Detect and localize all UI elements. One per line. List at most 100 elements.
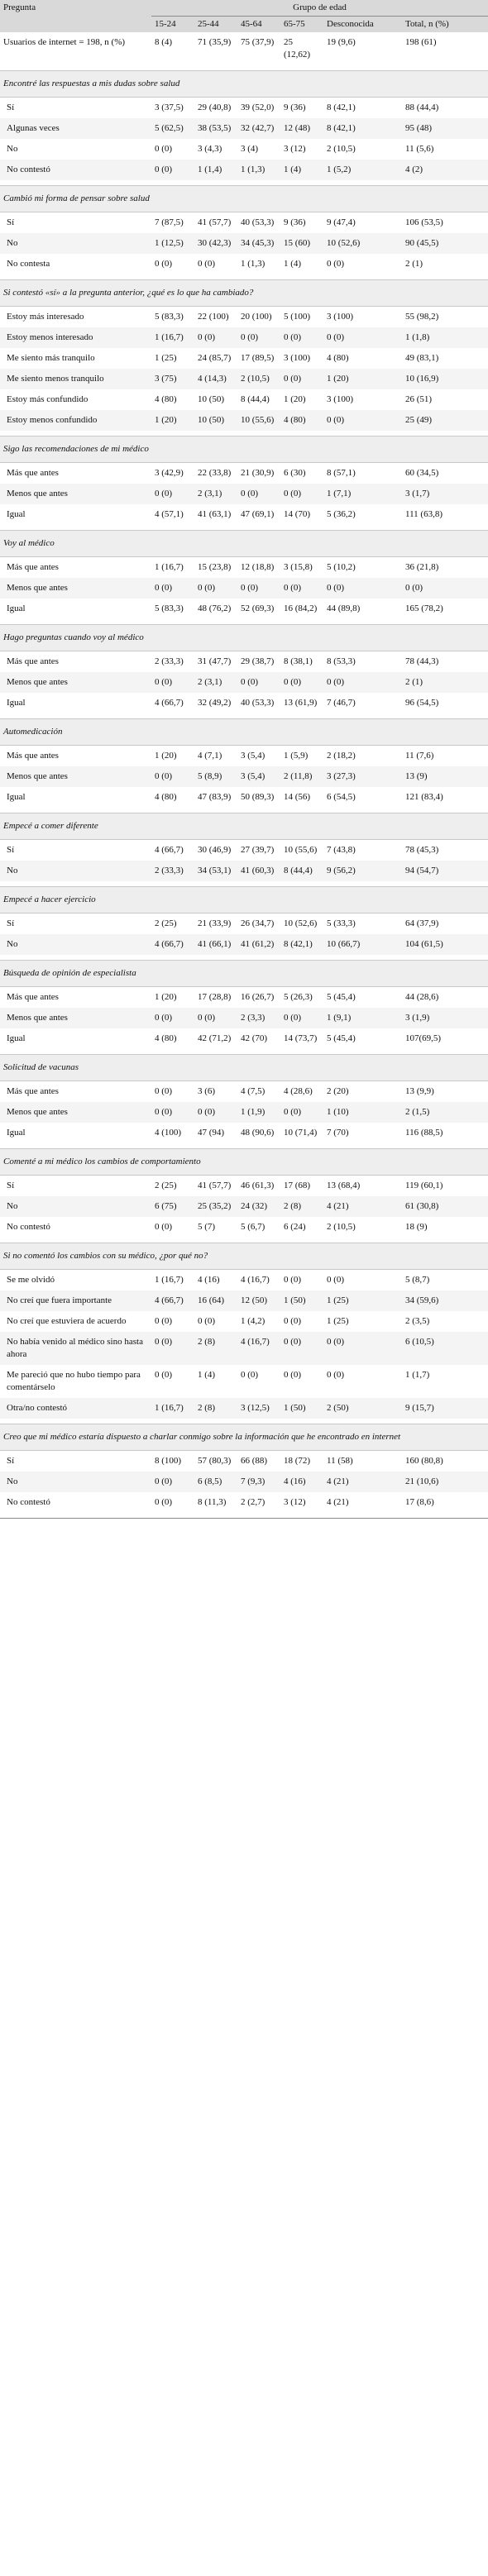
cell-unknown: 13 (68,4) (327, 1181, 361, 1190)
table-row: No 0 (0) 3 (4,3) 3 (4) 3 (12) 2 (10,5) 11 (5,6… (0, 139, 488, 160)
cell-unknown: 1 (10) (323, 1102, 402, 1123)
cell-unknown: 5 (45,4) (327, 992, 356, 1002)
cell-unknown: 11 (58) (327, 1456, 353, 1466)
cell-total: 9 (15,7) (402, 1398, 488, 1419)
cell-25-44: 0 (0) (194, 327, 237, 348)
cell-15-24: 3 (42,9) (155, 468, 184, 478)
cell-65-75: 10 (55,6) (284, 845, 318, 855)
cell-25-44: 3 (4,3) (198, 144, 222, 154)
cell-45-64: 2 (10,5) (237, 369, 280, 389)
table-row: Estoy menos interesado 1 (16,7) 0 (0) 0 (0)… (0, 327, 488, 348)
cell-15-24: 0 (0) (151, 1332, 194, 1365)
cell-unknown: 5 (45,4) (327, 1033, 356, 1043)
cell-unknown: 9 (56,2) (323, 861, 402, 881)
cell-25-44: 4 (7,1) (198, 751, 222, 761)
row-label: Usuarios de internet = 198, n (%) (3, 37, 126, 47)
cell-unknown: 1 (9,1) (323, 1008, 402, 1028)
row-label: No creí que fuera importante (0, 1290, 151, 1311)
section-title: Creo que mi médico estaría dispuesto a c… (0, 1424, 488, 1451)
cell-45-64: 10 (55,6) (237, 410, 280, 431)
table-row: Me pareció que no hubo tiempo para comen… (0, 1365, 488, 1398)
table-row: No 6 (75) 25 (35,2) 24 (32) 2 (8) 4 (21) 61 (3… (0, 1196, 488, 1217)
cell-unknown: 8 (57,1) (327, 468, 356, 478)
section-header-row: Búsqueda de opinión de especialista (0, 960, 488, 987)
cell-15-24: 4 (57,1) (155, 509, 184, 519)
col-header-45-64: 45-64 (237, 16, 280, 32)
cell-65-75: 4 (80) (280, 410, 323, 431)
cell-65-75: 12 (48) (280, 118, 323, 139)
cell-15-24: 1 (16,7) (151, 327, 194, 348)
cell-unknown: 3 (100) (327, 312, 354, 322)
table-row: Igual 4 (57,1) 41 (63,1) 47 (69,1) 14 (70) 5 … (0, 504, 488, 525)
table-bottom-rule (0, 1513, 488, 1519)
cell-45-64: 1 (4,2) (241, 1316, 266, 1326)
cell-unknown: 3 (27,3) (323, 766, 402, 787)
cell-15-24: 0 (0) (151, 160, 194, 180)
section-header-row: Comenté a mi médico los cambios de compo… (0, 1148, 488, 1176)
cell-15-24: 0 (0) (151, 1472, 194, 1492)
cell-65-75: 0 (0) (280, 327, 323, 348)
table-row: No 0 (0) 6 (8,5) 7 (9,3) 4 (16) 4 (21) 21 (10,… (0, 1472, 488, 1492)
cell-15-24: 3 (37,5) (155, 103, 184, 112)
cell-total: 2 (1) (405, 259, 423, 269)
cell-15-24: 0 (0) (151, 1008, 194, 1028)
row-label: Sí (7, 217, 15, 227)
cell-unknown: 1 (25) (327, 1316, 349, 1326)
cell-unknown: 0 (0) (327, 1370, 345, 1380)
cell-15-24: 1 (16,7) (155, 562, 184, 572)
cell-unknown: 0 (0) (323, 327, 402, 348)
row-label: No (0, 233, 151, 254)
cell-unknown: 1 (20) (323, 369, 402, 389)
cell-15-24: 4 (80) (155, 792, 177, 802)
cell-unknown: 4 (21) (323, 1196, 402, 1217)
cell-45-64: 39 (52,0) (241, 103, 275, 112)
cell-25-44: 0 (0) (194, 1102, 237, 1123)
table-row: Sí 2 (25) 41 (57,7) 46 (61,3) 17 (68) 13 (68,… (0, 1176, 488, 1197)
section-title: Si no comentó los cambios con su médico,… (0, 1243, 488, 1270)
table-row: Igual 4 (80) 42 (71,2) 42 (70) 14 (73,7) 5 (4… (0, 1028, 488, 1049)
row-label: Menos que antes (0, 484, 151, 504)
cell-25-44: 3 (6) (198, 1086, 216, 1096)
cell-45-64: 0 (0) (237, 327, 280, 348)
section-title: Cambió mi forma de pensar sobre salud (0, 185, 488, 212)
cell-45-64: 42 (70) (241, 1033, 268, 1043)
table-row: Más que antes 1 (20) 17 (28,8) 16 (26,7) 5 (… (0, 987, 488, 1009)
cell-total: 106 (53,5) (405, 217, 443, 227)
cell-15-24: 4 (66,7) (155, 845, 184, 855)
cell-15-24: 2 (33,3) (151, 861, 194, 881)
table-row: Menos que antes 0 (0) 0 (0) 0 (0) 0 (0) 0 (0)… (0, 578, 488, 599)
row-label: Se me olvidó (7, 1275, 55, 1285)
cell-45-64: 27 (39,7) (241, 845, 275, 855)
cell-45-64: 16 (26,7) (241, 992, 275, 1002)
cell-unknown: 4 (21) (327, 1497, 349, 1507)
cell-65-75: 9 (36) (284, 103, 306, 112)
cell-15-24: 0 (0) (151, 672, 194, 693)
cell-total: 25 (49) (402, 410, 488, 431)
cell-15-24: 0 (0) (151, 1102, 194, 1123)
cell-unknown: 6 (54,5) (327, 792, 356, 802)
cell-45-64: 46 (61,3) (241, 1181, 275, 1190)
row-label: Menos que antes (0, 578, 151, 599)
cell-25-44: 0 (0) (198, 259, 216, 269)
cell-total: 116 (88,5) (405, 1128, 443, 1138)
row-label: No (0, 1472, 151, 1492)
cell-25-44: 15 (23,8) (198, 562, 232, 572)
cell-total: 55 (98,2) (405, 312, 439, 322)
cell-unknown: 7 (46,7) (327, 698, 356, 708)
cell-total: 111 (63,8) (405, 509, 443, 519)
row-label: Más que antes (7, 562, 59, 572)
cell-total: 2 (1) (402, 672, 488, 693)
section-header-row: Si no comentó los cambios con su médico,… (0, 1243, 488, 1270)
cell-unknown: 7 (70) (327, 1128, 349, 1138)
cell-45-64: 0 (0) (237, 484, 280, 504)
cell-15-24: 0 (0) (155, 1222, 173, 1232)
cell-unknown: 44 (89,8) (327, 603, 361, 613)
cell-25-44: 8 (11,3) (198, 1497, 227, 1507)
col-header-15-24: 15-24 (151, 16, 194, 32)
cell-65-75: 0 (0) (280, 1102, 323, 1123)
cell-15-24: 0 (0) (151, 484, 194, 504)
cell-45-64: 20 (100) (241, 312, 272, 322)
cell-45-64: 0 (0) (237, 578, 280, 599)
cell-total: 36 (21,8) (405, 562, 439, 572)
cell-25-44: 57 (80,3) (198, 1456, 232, 1466)
